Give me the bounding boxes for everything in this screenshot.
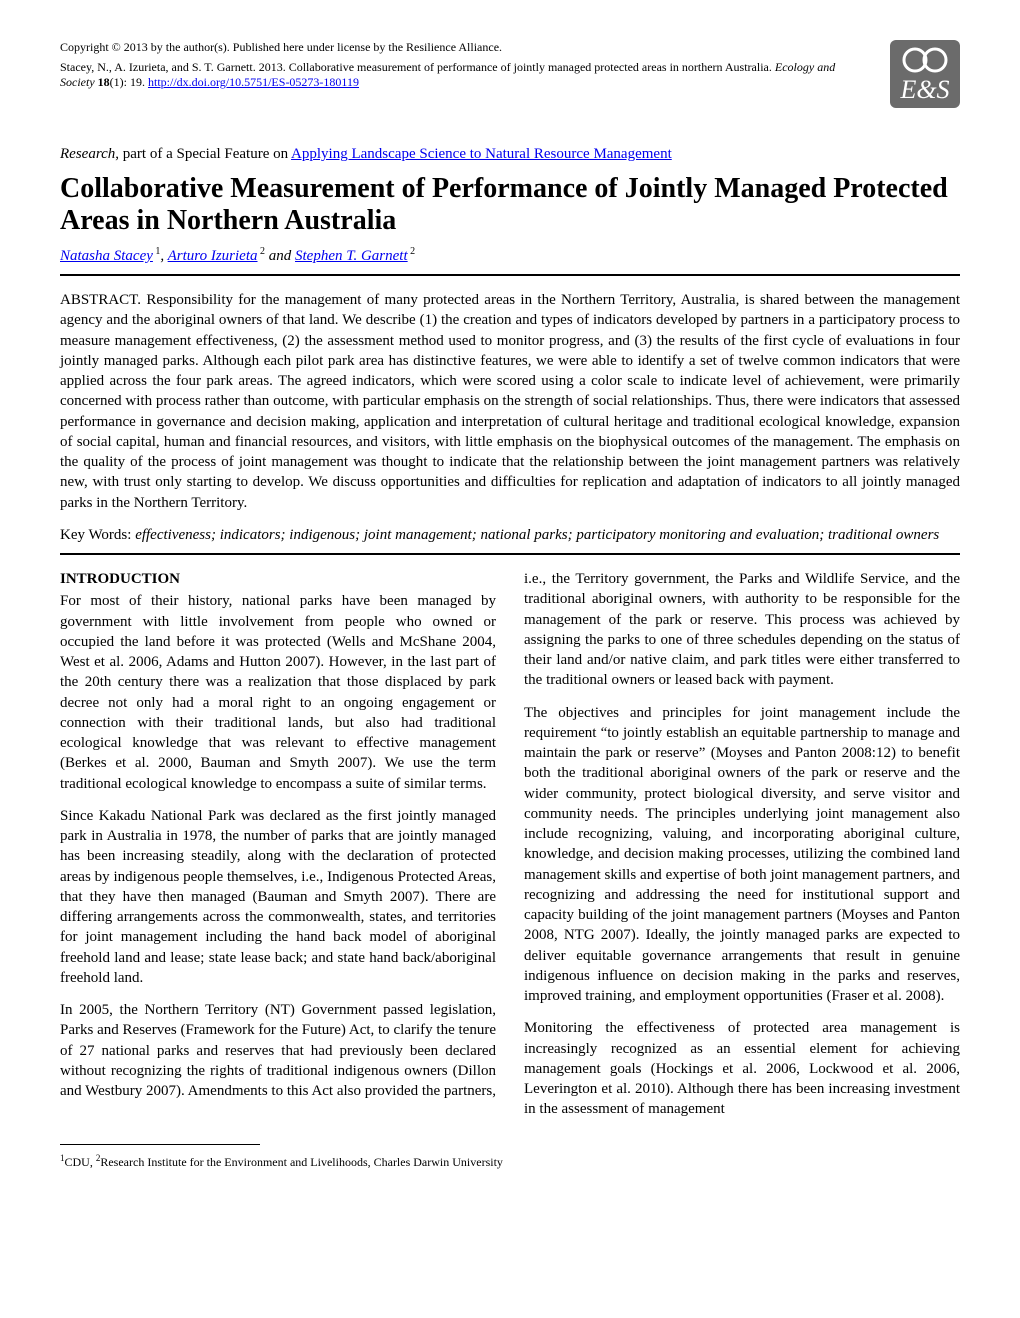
svg-text:E&S: E&S: [899, 75, 949, 104]
research-label: Research: [60, 146, 115, 162]
article-title: Collaborative Measurement of Performance…: [60, 173, 960, 237]
keywords-block: Key Words: effectiveness; indicators; in…: [60, 525, 960, 545]
rule-after-keywords: [60, 553, 960, 555]
author-sep-1: ,: [160, 248, 167, 264]
copyright-block: Copyright © 2013 by the author(s). Publi…: [60, 40, 870, 95]
citation-prefix: Stacey, N., A. Izurieta, and S. T. Garne…: [60, 60, 775, 74]
copyright-line1: Copyright © 2013 by the author(s). Publi…: [60, 40, 870, 56]
citation-line: Stacey, N., A. Izurieta, and S. T. Garne…: [60, 60, 870, 91]
author-2-affil: 2: [258, 246, 266, 257]
section-heading-introduction: INTRODUCTION: [60, 569, 496, 589]
rule-after-authors: [60, 274, 960, 276]
author-3-affil: 2: [408, 246, 416, 257]
author-line: Natasha Stacey 1, Arturo Izurieta 2 and …: [60, 245, 960, 266]
author-2-link[interactable]: Arturo Izurieta: [168, 248, 258, 264]
paragraph-5: Monitoring the effectiveness of protecte…: [524, 1018, 960, 1119]
issue-suffix: (1): 19.: [110, 75, 148, 89]
research-feature-line: Research, part of a Special Feature on A…: [60, 144, 960, 164]
author-1-link[interactable]: Natasha Stacey: [60, 248, 153, 264]
keywords-body: effectiveness; indicators; indigenous; j…: [135, 527, 939, 543]
abstract-body: Responsibility for the management of man…: [60, 292, 960, 511]
affil-1-text: CDU,: [65, 1155, 96, 1169]
footer-rule: [60, 1144, 260, 1145]
affiliations-line: 1CDU, 2Research Institute for the Enviro…: [60, 1152, 960, 1170]
journal-logo: E&S: [890, 40, 960, 114]
affil-2-text: Research Institute for the Environment a…: [100, 1155, 503, 1169]
header-row: Copyright © 2013 by the author(s). Publi…: [60, 40, 960, 114]
abstract-block: ABSTRACT. Responsibility for the managem…: [60, 290, 960, 513]
doi-link[interactable]: http://dx.doi.org/10.5751/ES-05273-18011…: [148, 75, 359, 89]
author-3-link[interactable]: Stephen T. Garnett: [295, 248, 408, 264]
abstract-label: ABSTRACT.: [60, 292, 146, 308]
paragraph-4: The objectives and principles for joint …: [524, 703, 960, 1007]
body-columns: INTRODUCTION For most of their history, …: [60, 569, 960, 1120]
keywords-label: Key Words:: [60, 527, 135, 543]
paragraph-1: For most of their history, national park…: [60, 591, 496, 794]
research-mid: , part of a Special Feature on: [115, 146, 291, 162]
special-feature-link[interactable]: Applying Landscape Science to Natural Re…: [291, 146, 672, 162]
paragraph-2: Since Kakadu National Park was declared …: [60, 806, 496, 988]
author-sep-2: and: [265, 248, 295, 264]
volume-number: 18: [98, 75, 110, 89]
